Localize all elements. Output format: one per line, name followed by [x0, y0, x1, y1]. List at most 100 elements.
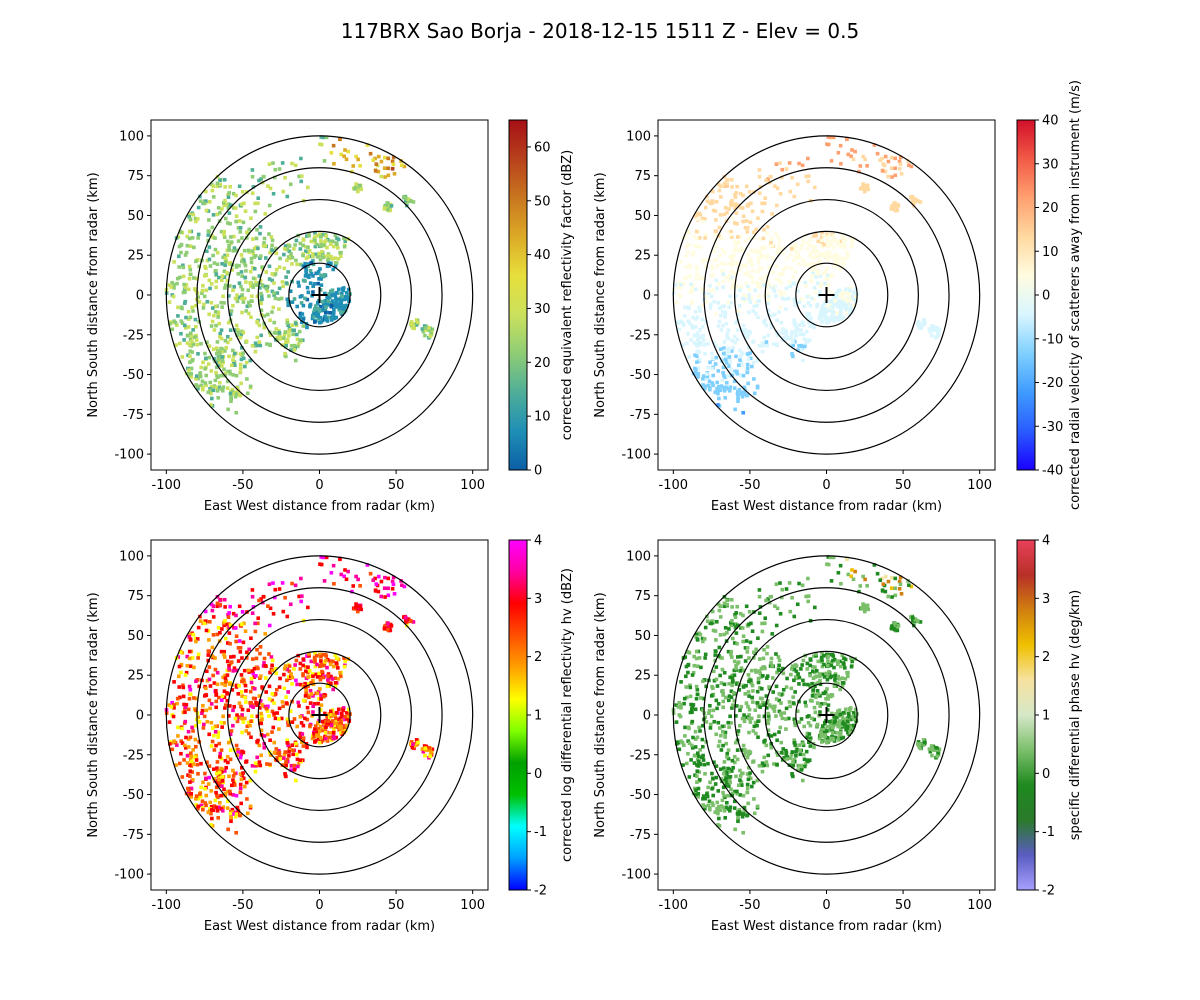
range-ring [257, 650, 382, 780]
echo-gate [741, 373, 746, 378]
echo-gate [404, 621, 409, 625]
echo-gate [331, 730, 336, 735]
echo-gate [215, 766, 219, 770]
echo-gate [376, 154, 381, 159]
echo-gate [713, 233, 718, 237]
echo-gate [916, 320, 921, 324]
echo-gate [765, 286, 769, 290]
echo-gate [733, 320, 738, 325]
echo-gate [695, 687, 700, 692]
echo-gate [815, 701, 820, 705]
echo-gate [201, 306, 206, 310]
echo-gate [721, 805, 726, 810]
echo-gate [880, 589, 885, 593]
echo-gate [704, 684, 708, 689]
echo-gate [373, 156, 377, 161]
echo-gate [172, 706, 176, 710]
echo-gate [823, 307, 828, 311]
echo-gate [705, 794, 710, 799]
echo-gate [191, 309, 195, 313]
echo-gate [820, 658, 824, 663]
echo-gate [199, 383, 204, 388]
echo-gate [308, 688, 313, 693]
echo-gate [333, 653, 338, 658]
y-tick-label: 0 [136, 289, 144, 304]
echo-gate [731, 345, 736, 350]
echo-gate [271, 611, 276, 616]
echo-gate [709, 621, 714, 626]
echo-gate [213, 236, 217, 240]
echo-gate [721, 785, 726, 790]
echo-gate [688, 274, 693, 279]
echo-gate [804, 594, 808, 599]
echo-gate [688, 265, 693, 270]
echo-gate [307, 249, 312, 253]
echo-gate [234, 793, 239, 798]
echo-gate [239, 345, 244, 350]
echo-gate [836, 570, 841, 575]
echo-gate [794, 244, 799, 248]
echo-gate [306, 670, 310, 675]
echo-gate [810, 681, 814, 686]
echo-gate [755, 723, 759, 728]
echo-gate [734, 682, 739, 686]
echo-gate [757, 237, 762, 241]
echo-gate [819, 702, 824, 706]
echo-gate [332, 161, 336, 166]
echo-gate [813, 264, 817, 269]
echo-gate [727, 355, 732, 359]
echo-gate [196, 772, 200, 776]
echo-gate [694, 632, 699, 637]
echo-gate [684, 244, 689, 249]
echo-gate [183, 326, 188, 330]
echo-gate [735, 732, 740, 737]
echo-gate [298, 667, 303, 671]
echo-gate [233, 328, 237, 332]
echo-gate [220, 355, 225, 359]
echo-gate [806, 599, 811, 604]
radar-panel-bottom-left: -100 -50 0 50 100-100-75-50-250255075100East… [86, 534, 575, 935]
echo-gate [343, 715, 348, 719]
echo-gate [717, 816, 721, 821]
echo-gate [698, 328, 702, 332]
echo-gate [303, 261, 307, 266]
echo-gate [718, 213, 723, 217]
echo-gate [735, 284, 739, 288]
echo-gate [195, 762, 200, 767]
echo-gate [202, 694, 207, 698]
echo-gate [921, 738, 926, 742]
echo-gate [728, 294, 732, 299]
echo-gate [344, 303, 349, 308]
echo-gate [750, 275, 754, 280]
echo-gate [268, 250, 272, 255]
echo-gate [832, 245, 836, 250]
echo-gate [730, 256, 735, 260]
echo-gate [825, 288, 830, 292]
echo-gate [893, 201, 897, 206]
echo-gate [290, 344, 294, 348]
echo-gate [295, 304, 300, 309]
echo-gate [732, 278, 737, 283]
echo-gate [701, 259, 705, 264]
echo-gate [725, 335, 729, 339]
echo-gate [233, 394, 238, 399]
echo-gate [270, 289, 275, 294]
echo-gate [827, 669, 831, 674]
echo-gate [717, 726, 722, 730]
echo-gate [239, 673, 244, 677]
echo-gate [720, 304, 725, 309]
echo-gate [735, 748, 740, 752]
echo-gate [777, 278, 782, 283]
echo-gate [705, 199, 710, 203]
y-tick-label: 100 [626, 129, 651, 144]
echo-gate [240, 236, 244, 240]
echo-gate [730, 636, 735, 641]
echo-gate [936, 331, 940, 336]
echo-gate [834, 722, 838, 727]
echo-gate [847, 726, 852, 731]
echo-gate [833, 315, 838, 320]
echo-gate [233, 206, 238, 210]
echo-gate [690, 743, 694, 748]
echo-gate [784, 265, 789, 269]
echo-gate [238, 786, 243, 791]
